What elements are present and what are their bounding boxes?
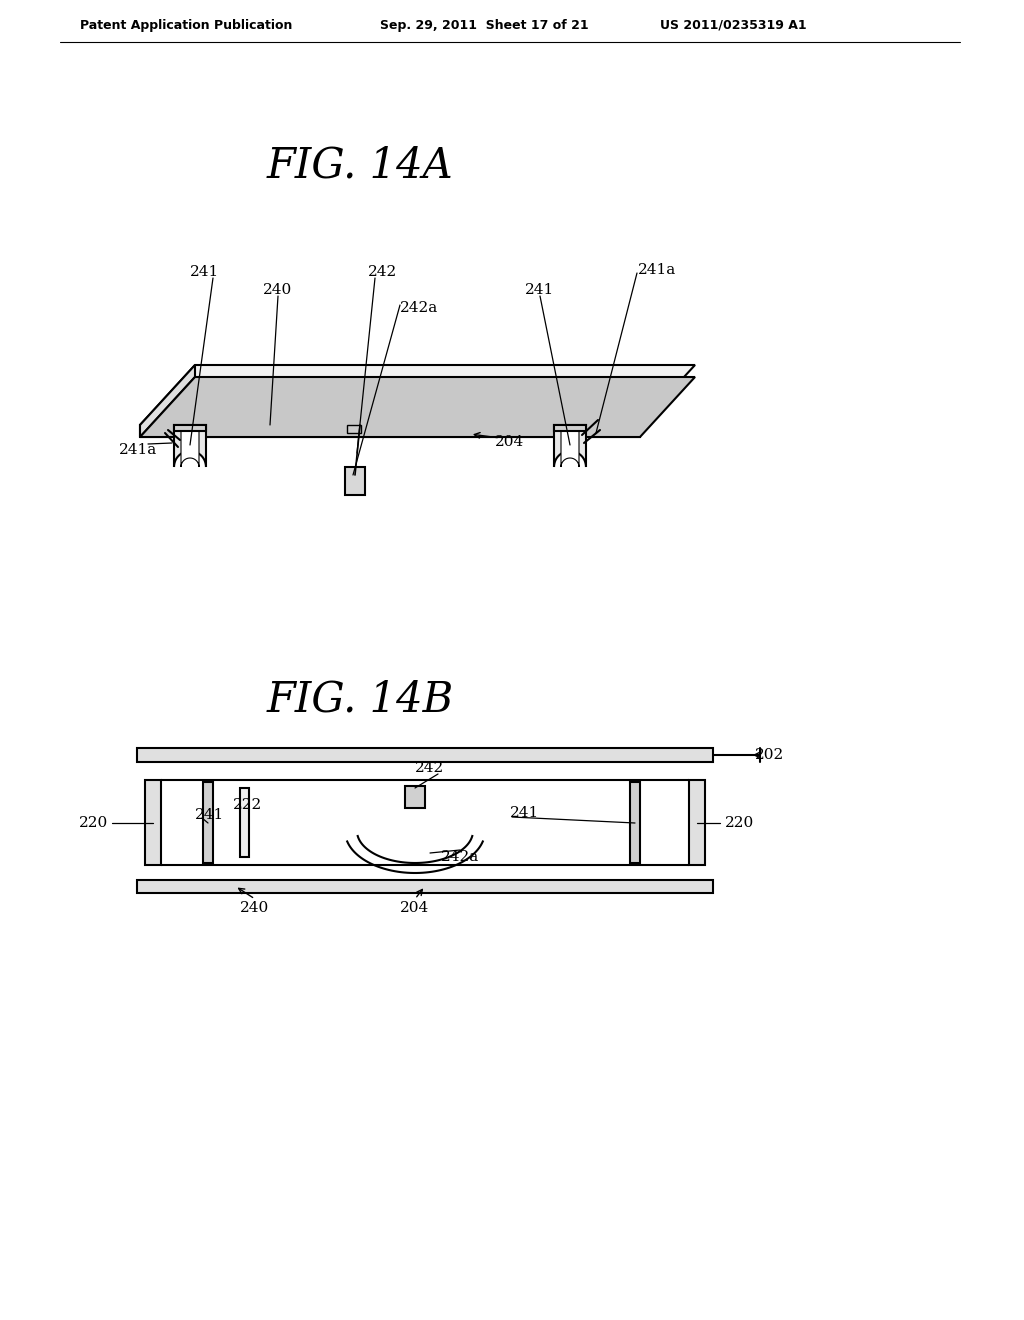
Bar [406,785,425,808]
Bar [137,748,713,762]
Text: 241a: 241a [638,263,676,277]
Text: 220: 220 [725,816,755,830]
Polygon shape [140,366,695,425]
Text: 242a: 242a [400,301,438,315]
Text: 241: 241 [195,808,224,822]
Bar [240,788,249,857]
Text: FIG. 14B: FIG. 14B [266,678,454,721]
Text: 204: 204 [496,436,524,449]
Bar [347,425,361,433]
Text: Sep. 29, 2011  Sheet 17 of 21: Sep. 29, 2011 Sheet 17 of 21 [380,18,589,32]
Text: US 2011/0235319 A1: US 2011/0235319 A1 [660,18,807,32]
Bar [554,425,586,432]
Polygon shape [561,428,579,467]
Bar [345,467,365,495]
Polygon shape [140,425,640,437]
Text: 242: 242 [368,265,397,279]
Text: Patent Application Publication: Patent Application Publication [80,18,293,32]
Text: 240: 240 [263,282,293,297]
Polygon shape [181,428,199,467]
Bar [137,880,713,894]
Text: 242: 242 [416,762,444,775]
Bar [689,780,705,865]
Bar [174,425,206,432]
Text: 241: 241 [510,807,540,820]
Text: FIG. 14A: FIG. 14A [266,144,454,186]
Bar [630,781,640,863]
Bar [145,780,161,865]
Bar [203,781,213,863]
Text: 241: 241 [190,265,219,279]
Text: 241: 241 [525,282,555,297]
Polygon shape [174,425,206,467]
Text: 202: 202 [755,748,784,762]
Polygon shape [554,425,586,467]
Text: 242a: 242a [441,850,479,865]
Polygon shape [140,378,695,437]
Text: 222: 222 [233,799,262,812]
Text: 241a: 241a [119,444,157,457]
Text: 204: 204 [400,902,430,915]
Text: 220: 220 [79,816,108,830]
Polygon shape [140,366,195,437]
Text: 240: 240 [241,902,269,915]
